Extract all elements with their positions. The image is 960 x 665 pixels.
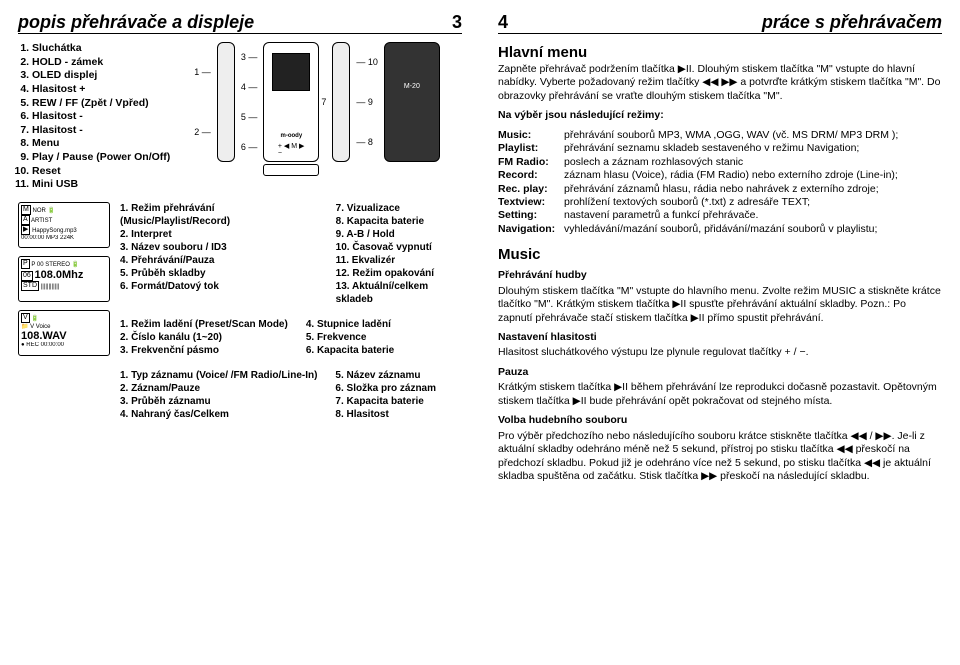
callout-num: 6 — xyxy=(241,140,258,154)
callouts-music-left: 1. Režim přehrávání (Music/Playlist/Reco… xyxy=(120,202,318,306)
control-item: Reset xyxy=(32,165,170,179)
callouts-radio-right: 4. Stupnice ladění 5. Frekvence 6. Kapac… xyxy=(306,318,394,357)
device-front: m-oody + ◀ M ▶ − xyxy=(263,42,319,162)
music-sub-volume: Nastavení hlasitosti xyxy=(498,331,942,344)
main-menu-title: Hlavní menu xyxy=(498,44,942,61)
callout-num: 4 — xyxy=(241,80,258,94)
music-playback-text: Dlouhým stiskem tlačítka "M" vstupte do … xyxy=(498,285,942,325)
device-bottom xyxy=(263,164,319,176)
callout-num: 7 xyxy=(321,95,326,109)
device-side-right xyxy=(332,42,350,162)
page4-header: 4 práce s přehrávačem xyxy=(498,12,942,34)
music-sub-pause: Pauza xyxy=(498,366,942,379)
callouts-rec-right: 5. Název záznamu 6. Složka pro záznam 7.… xyxy=(335,369,436,421)
callout-num: 3 — xyxy=(241,50,258,64)
callouts-rec-left: 1. Typ záznamu (Voice/ /FM Radio/Line-In… xyxy=(120,369,317,421)
control-item: Sluchátka xyxy=(32,42,170,56)
music-sub-select: Volba hudebního souboru xyxy=(498,414,942,427)
page3-header: popis přehrávače a displeje 3 xyxy=(18,12,462,34)
lcd-radio: P P 00 STEREO 🔋 06 108.0Mhz STD ||||||||… xyxy=(18,256,110,302)
control-item: Menu xyxy=(32,137,170,151)
callout-num: — 9 xyxy=(356,95,378,109)
device-rear: M-20 xyxy=(384,42,440,162)
main-menu-intro: Zapněte přehrávač podržením tlačítka ▶II… xyxy=(498,63,942,103)
page4-title: práce s přehrávačem xyxy=(762,12,942,33)
control-item: Hlasitost - xyxy=(32,124,170,138)
callout-num: 1 — xyxy=(194,65,211,79)
modes-table: Music:přehrávání souborů MP3, WMA ,OGG, … xyxy=(498,129,942,237)
callout-num: — 8 xyxy=(356,135,378,149)
control-item: Hlasitost + xyxy=(32,83,170,97)
callout-num: 2 — xyxy=(194,125,211,139)
controls-list: Sluchátka HOLD - zámek OLED displej Hlas… xyxy=(18,42,170,192)
control-item: Mini USB xyxy=(32,178,170,192)
control-item: OLED displej xyxy=(32,69,170,83)
lcd-music: M NOR 🔋 A ARTIST ▶ HappySong.mp3 00:00:0… xyxy=(18,202,110,248)
control-item: Hlasitost - xyxy=(32,110,170,124)
lcd-record: V 🔋 📁 V Voice 108.WAV ● REC 00:00:00 xyxy=(18,310,110,356)
callout-num: 5 — xyxy=(241,110,258,124)
music-pause-text: Krátkým stiskem tlačítka ▶II během přehr… xyxy=(498,381,942,408)
page4-number: 4 xyxy=(498,12,508,33)
control-item: Play / Pause (Power On/Off) xyxy=(32,151,170,165)
modes-intro: Na výběr jsou následující režimy: xyxy=(498,109,942,122)
page3-number: 3 xyxy=(452,12,462,33)
page3-title: popis přehrávače a displeje xyxy=(18,12,254,33)
music-select-text: Pro výběr předchozího nebo následujícího… xyxy=(498,430,942,484)
music-section-title: Music xyxy=(498,246,942,263)
callout-num: — 10 xyxy=(356,55,378,69)
device-diagram: 1 — 2 — 3 — 4 — 5 — 6 — m-oody + ◀ M ▶ −… xyxy=(194,42,440,192)
callouts-radio-left: 1. Režim ladění (Preset/Scan Mode) 2. Čí… xyxy=(120,318,288,357)
music-sub-playback: Přehrávání hudby xyxy=(498,269,942,282)
control-item: REW / FF (Zpět / Vpřed) xyxy=(32,97,170,111)
device-side-left xyxy=(217,42,235,162)
callouts-music-right: 7. Vizualizace 8. Kapacita baterie 9. A-… xyxy=(336,202,462,306)
music-volume-text: Hlasitost sluchátkového výstupu lze plyn… xyxy=(498,346,942,359)
control-item: HOLD - zámek xyxy=(32,56,170,70)
